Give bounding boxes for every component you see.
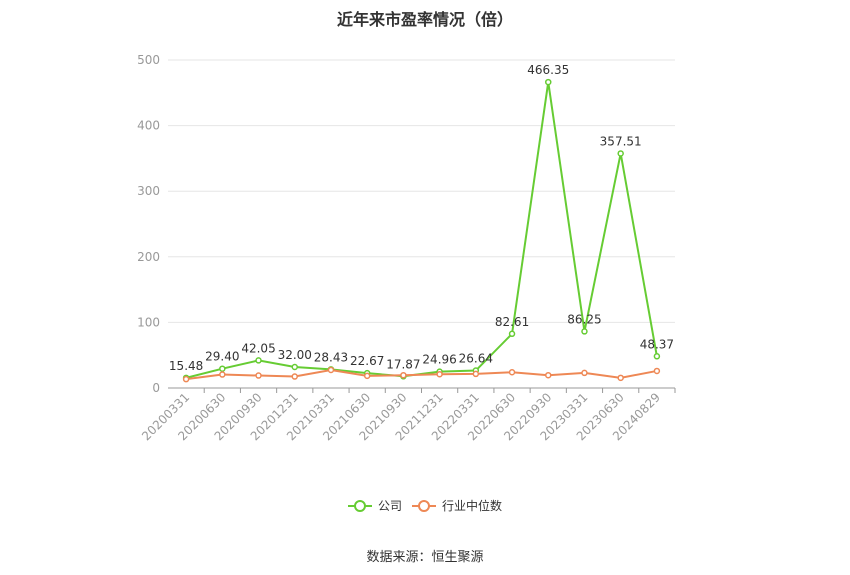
data-point[interactable]: [436, 370, 443, 378]
data-label: 42.05: [241, 341, 275, 355]
y-tick-label: 0: [152, 381, 160, 395]
data-point[interactable]: [291, 373, 298, 380]
data-label: 48.37: [640, 337, 674, 351]
legend-label: 行业中位数: [442, 498, 502, 513]
data-point[interactable]: [508, 330, 516, 338]
data-source-note: 数据来源：恒生聚源: [366, 550, 484, 565]
legend-item-0[interactable]: 公司: [348, 499, 402, 513]
data-label: 24.96: [422, 353, 456, 367]
y-tick-label: 100: [137, 315, 160, 329]
legend-marker: [418, 500, 430, 512]
y-tick-label: 500: [137, 53, 160, 67]
data-label: 29.40: [205, 350, 239, 364]
data-point[interactable]: [255, 372, 262, 379]
data-point[interactable]: [581, 328, 588, 335]
data-point[interactable]: [363, 372, 371, 380]
data-point[interactable]: [653, 367, 661, 375]
legend-label: 公司: [378, 499, 402, 513]
chart-title: 近年来市盈率情况（倍）: [336, 10, 513, 29]
data-label: 28.43: [314, 350, 348, 364]
legend-marker: [354, 500, 366, 512]
data-point[interactable]: [255, 357, 262, 364]
series-line-1: [185, 368, 658, 381]
data-point[interactable]: [653, 353, 661, 360]
data-label: 26.64: [459, 352, 493, 366]
data-point[interactable]: [327, 366, 335, 374]
y-tick-label: 200: [137, 250, 160, 264]
data-point[interactable]: [617, 150, 624, 157]
data-point[interactable]: [545, 78, 552, 86]
data-point[interactable]: [400, 371, 407, 379]
data-point[interactable]: [219, 365, 226, 372]
data-label: 17.87: [386, 357, 420, 371]
data-label: 82.61: [495, 315, 529, 329]
data-label: 32.00: [278, 348, 312, 362]
legend-item-1[interactable]: 行业中位数: [412, 498, 502, 513]
data-point[interactable]: [545, 371, 552, 379]
y-tick-label: 400: [137, 119, 160, 133]
data-label: 15.48: [169, 359, 203, 373]
data-point[interactable]: [219, 371, 226, 378]
data-label: 22.67: [350, 354, 384, 368]
data-label: 357.51: [600, 134, 642, 148]
data-point[interactable]: [617, 374, 624, 382]
data-label: 466.35: [527, 63, 569, 77]
data-point[interactable]: [472, 370, 480, 378]
data-point[interactable]: [581, 369, 588, 377]
data-point[interactable]: [291, 363, 298, 371]
y-tick-label: 300: [137, 184, 160, 198]
data-point[interactable]: [182, 375, 190, 383]
data-point[interactable]: [508, 369, 516, 376]
data-label: 86.25: [567, 312, 601, 326]
